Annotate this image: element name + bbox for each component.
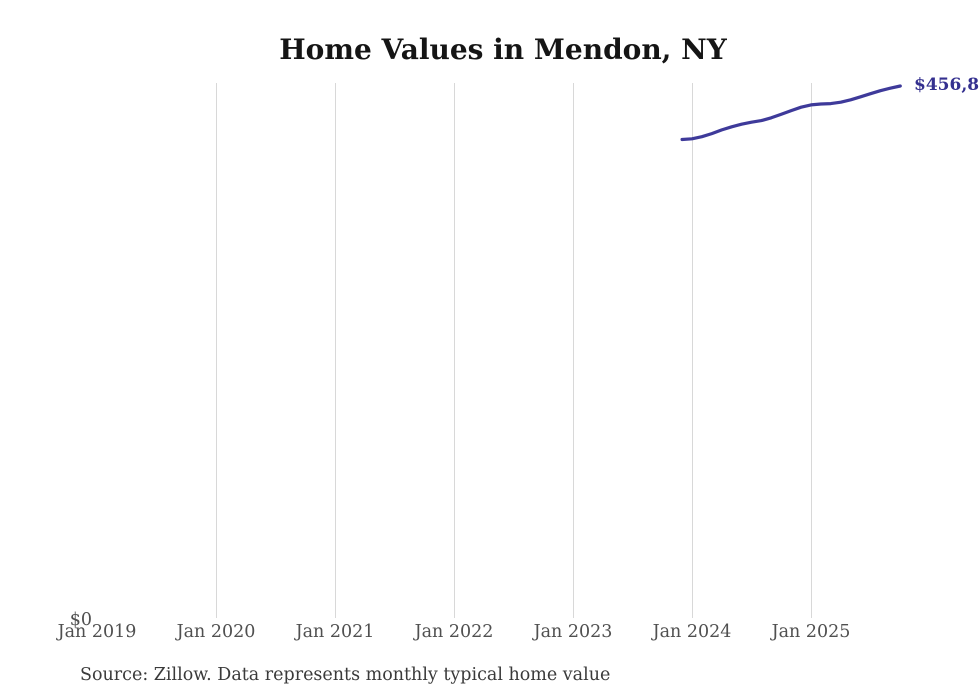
gridline bbox=[215, 83, 217, 618]
x-tick-label: Jan 2022 bbox=[414, 622, 494, 642]
gridline bbox=[691, 83, 693, 618]
x-tick-label: Jan 2021 bbox=[295, 622, 375, 642]
x-tick-label: Jan 2019 bbox=[57, 622, 137, 642]
x-tick-label: Jan 2020 bbox=[176, 622, 256, 642]
x-tick-label: Jan 2024 bbox=[652, 622, 732, 642]
value-line bbox=[680, 84, 902, 142]
gridline bbox=[810, 83, 812, 618]
gridline bbox=[334, 83, 336, 618]
x-tick-label: Jan 2025 bbox=[771, 622, 851, 642]
gridline bbox=[572, 83, 574, 618]
latest-value-label: $456,860 bbox=[914, 75, 980, 95]
y-axis-zero-label: $0 bbox=[69, 610, 92, 630]
chart-title: Home Values in Mendon, NY bbox=[279, 33, 727, 66]
source-note: Source: Zillow. Data represents monthly … bbox=[80, 665, 611, 685]
gridline bbox=[453, 83, 455, 618]
x-tick-label: Jan 2023 bbox=[533, 622, 613, 642]
